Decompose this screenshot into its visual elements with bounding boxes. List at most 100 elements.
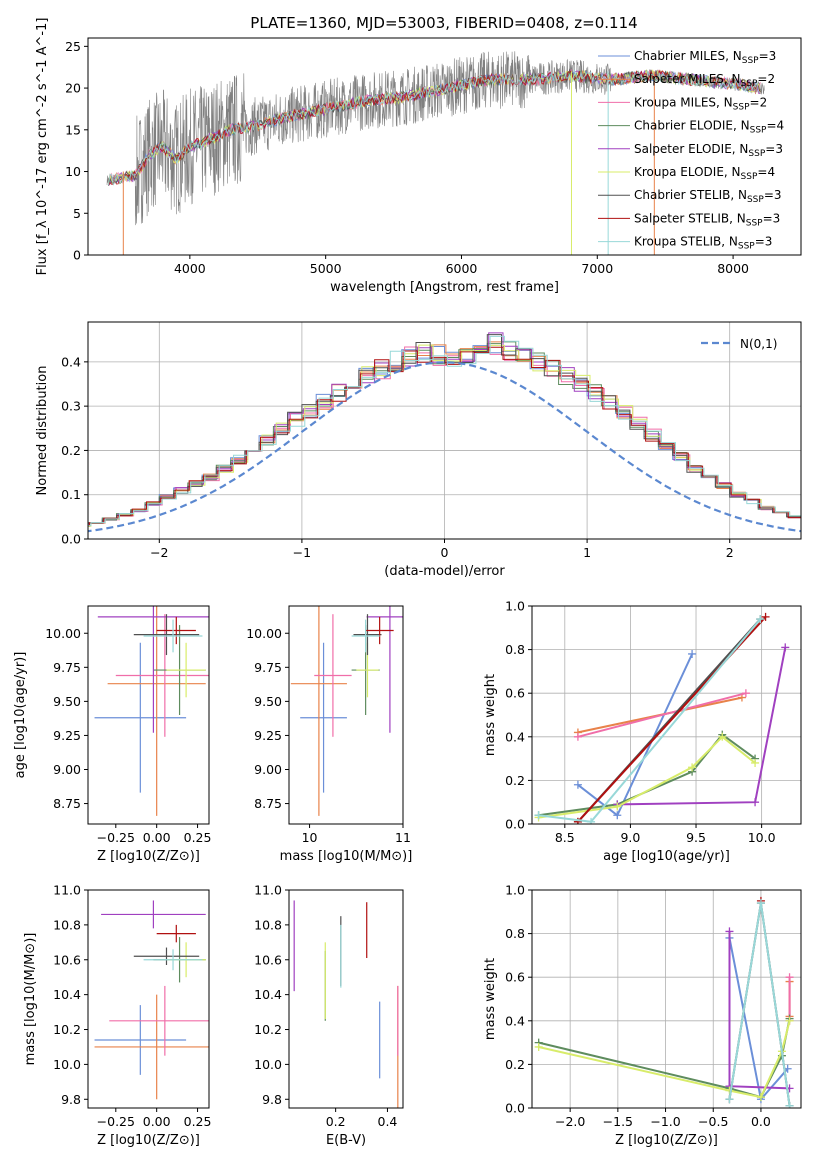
weight-marker [756,1093,765,1102]
histogram-step [88,346,801,526]
x-tick-label: 4000 [174,261,206,276]
axes-age_vs_mass: 10 11 8.75 9.00 9.25 9.50 9.75 10.00 mass [log10… [246,605,413,864]
x-axis-label: Z [log10(Z/Z⊙)] [97,1133,200,1148]
y-tick-label: 0 [73,248,81,263]
y-axis-label: mass weight [483,674,498,756]
y-tick-label: 10.2 [53,1022,81,1037]
x-tick-label: −2 [150,545,168,560]
axes-weight_vs_age: 8.5 9.0 9.5 10.0 0.0 0.2 0.4 0.6 0.8 1.0 age [log1… [483,599,802,864]
plot-area [534,612,790,824]
y-tick-label: 10.0 [53,1057,81,1072]
axes-frame [531,889,802,1109]
y-axis-label: mass weight [483,958,498,1040]
histogram-step [88,335,801,527]
weight-marker [613,802,622,811]
x-tick-label: 0.25 [184,830,212,845]
weight-marker [725,927,734,936]
x-tick-label: −0.5 [698,1114,728,1129]
y-tick-label: 8.75 [53,796,81,811]
y-tick-label: 11.0 [53,883,81,898]
y-tick-label: 0.0 [505,1101,525,1116]
y-tick-label: 10.8 [254,917,282,932]
plot-area [88,332,801,533]
weight-marker [781,643,790,652]
y-tick-label: 0.0 [61,532,81,547]
y-tick-label: 9.00 [254,762,282,777]
weight-line [728,931,790,1090]
axes-spectrum: 4000 5000 6000 7000 8000 0 5 10 15 20 25 wavelength… [35,18,802,295]
y-tick-label: 9.00 [53,762,81,777]
x-tick-label: 7000 [581,261,613,276]
weight-line [577,653,694,817]
legend-label: Chabrier STELIB, NSSP=3 [634,188,782,205]
plot-area [94,900,209,1100]
weight-marker [534,811,543,820]
y-tick-label: 10.4 [254,987,282,1002]
x-tick-label: −0.25 [97,830,135,845]
x-tick-label: 11 [395,830,411,845]
x-tick-label: −1.5 [603,1114,633,1129]
x-tick-label: 0.25 [184,1114,212,1129]
weight-line [538,735,756,819]
x-axis-label: E(B-V) [326,1133,366,1148]
x-axis-label: wavelength [Angstrom, rest frame] [330,280,559,295]
x-tick-label: −0.25 [97,1114,135,1129]
x-tick-label: 0.00 [143,1114,171,1129]
x-tick-label: 0.0 [751,1114,771,1129]
weight-marker [756,615,765,624]
weight-marker [587,817,596,824]
y-tick-label: 10.8 [53,917,81,932]
axes-age_vs_Z: −0.25 0.00 0.25 8.75 9.00 9.25 9.50 9.75 10.00 Z … [13,605,212,864]
weight-line [728,937,789,1102]
weight-marker [573,780,582,789]
axes-frame [288,889,404,1109]
plot-area [534,896,794,1108]
weight-marker [785,973,794,982]
y-tick-label: 9.50 [53,694,81,709]
y-tick-label: 0.3 [61,399,81,414]
plot-layer: 4000 5000 6000 7000 80000510152025wavelength… [13,18,802,1148]
x-axis-label: mass [log10(M/M⊙)] [280,849,413,864]
weight-marker [573,817,582,824]
legend-label: Kroupa ELODIE, NSSP=4 [634,165,775,182]
y-tick-label: 0.4 [61,354,81,369]
y-tick-label: 0.6 [505,686,525,701]
y-tick-label: 10 [65,164,81,179]
legend-label: Salpeter ELODIE, NSSP=3 [634,142,783,159]
y-tick-label: 0.2 [505,1057,525,1072]
weight-marker [785,1016,794,1025]
weight-marker [761,612,770,621]
axes-frame [531,605,802,825]
x-tick-label: 2 [726,545,734,560]
x-tick-label: 9.5 [686,830,706,845]
y-tick-label: 10.0 [254,1057,282,1072]
axes-frame [288,605,404,825]
x-tick-label: 10.0 [748,830,776,845]
plot-area [290,606,403,816]
y-tick-label: 9.50 [254,694,282,709]
weight-marker [751,758,760,767]
y-tick-label: 9.25 [254,728,282,743]
y-tick-label: 10.2 [254,1022,282,1037]
y-tick-label: 0.6 [505,970,525,985]
x-axis-label: age [log10(age/yr)] [603,849,730,864]
y-axis-label: Normed distribution [35,366,50,496]
weight-marker [613,811,622,820]
y-tick-label: 11.0 [254,883,282,898]
y-tick-label: 0.2 [505,773,525,788]
y-tick-label: 5 [73,206,81,221]
plot-area [293,900,399,1108]
legend-label: Chabrier ELODIE, NSSP=4 [634,119,784,136]
x-tick-label: 6000 [446,261,478,276]
axes-residuals: −2 −1 0 1 2 0.0 0.1 0.2 0.3 0.4 (data-model)/error… [35,321,802,579]
legend-label: Chabrier MILES, NSSP=3 [634,49,776,66]
legend-label: N(0,1) [740,337,777,351]
axes-mass_vs_ebv: 0.2 0.4 9.8 10.0 10.2 10.4 10.6 10.8 11.0 E(B-V) [254,883,404,1148]
weight-line [577,692,747,738]
weight-marker [725,1086,734,1095]
y-tick-label: 10.00 [45,626,81,641]
model-line [107,68,761,186]
y-tick-label: 0.2 [61,443,81,458]
weight-line [538,1020,791,1099]
figure-title: PLATE=1360, MJD=53003, FIBERID=0408, z=0… [250,14,637,32]
